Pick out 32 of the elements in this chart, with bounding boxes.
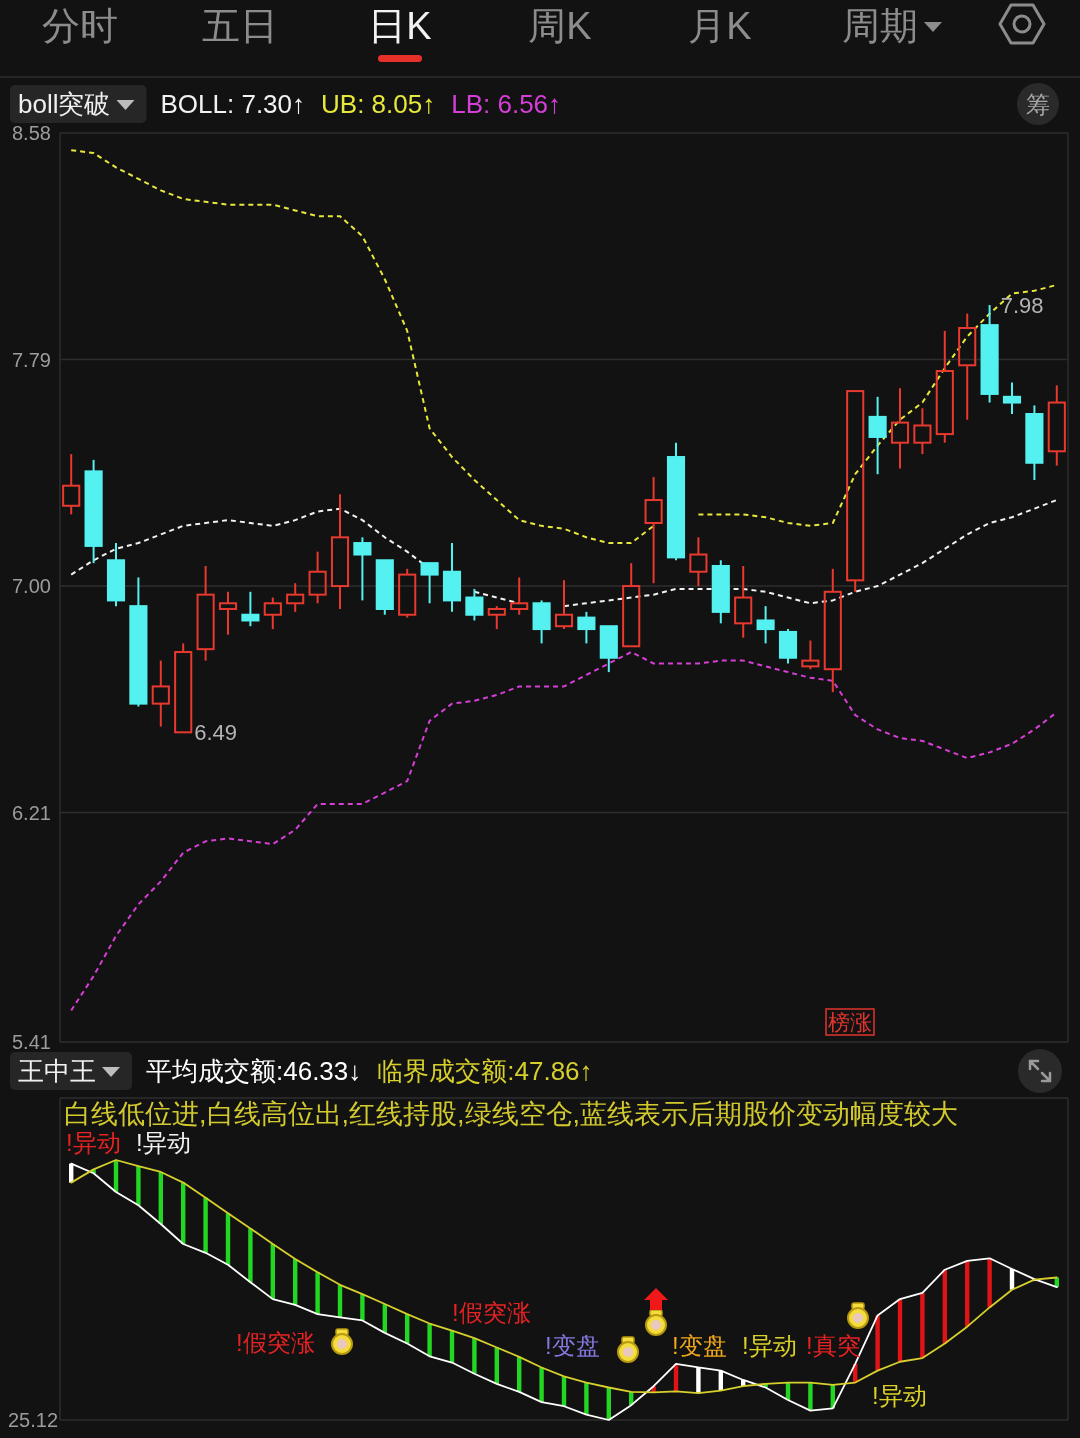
text: UB: 8.05↑ <box>321 89 436 119</box>
annotation: !假突涨 <box>452 1298 531 1326</box>
text: LB: 6.56↑ <box>451 89 562 119</box>
annotation: !异动 <box>872 1381 927 1409</box>
chart-title: 王中王 <box>18 1056 96 1086</box>
y-tick-label: 8.58 <box>12 122 51 144</box>
y-tick-label: 5.41 <box>12 1031 51 1053</box>
y-tick-label: 7.00 <box>12 575 51 598</box>
text: 分时 <box>42 5 118 47</box>
text: 平均成交额:46.33↓ <box>146 1056 362 1086</box>
annotation: 7.98 <box>1000 292 1044 318</box>
text: 临界成交额:47.86↑ <box>377 1056 593 1086</box>
text: 日K <box>368 5 432 47</box>
text: 五日 <box>202 5 278 47</box>
annotation: !假突涨 <box>236 1328 315 1356</box>
annotation: 6.49 <box>194 719 238 745</box>
text: 筹 <box>1026 90 1050 118</box>
chart-subtitle: 白线低位进,白线高位出,红线持股,绿线空仓,蓝线表示后期股价变动幅度较大 <box>64 1099 959 1129</box>
annotation: !变盘 <box>672 1331 727 1359</box>
annotation: !变盘 <box>545 1331 600 1359</box>
text: !异动 <box>66 1128 121 1156</box>
text: BOLL: 7.30↑ <box>160 89 306 119</box>
text: 25.12 <box>8 1409 59 1431</box>
y-tick-label: 7.79 <box>12 348 51 371</box>
annotation: !真突 <box>806 1331 861 1359</box>
text: 周期 <box>842 5 918 47</box>
text: 周K <box>528 5 592 47</box>
chart-title: boll突破 <box>18 89 111 119</box>
annotation: !异动 <box>742 1331 797 1359</box>
text: !异动 <box>136 1128 191 1156</box>
y-tick-label: 6.21 <box>12 801 51 824</box>
text: 月K <box>688 5 752 47</box>
